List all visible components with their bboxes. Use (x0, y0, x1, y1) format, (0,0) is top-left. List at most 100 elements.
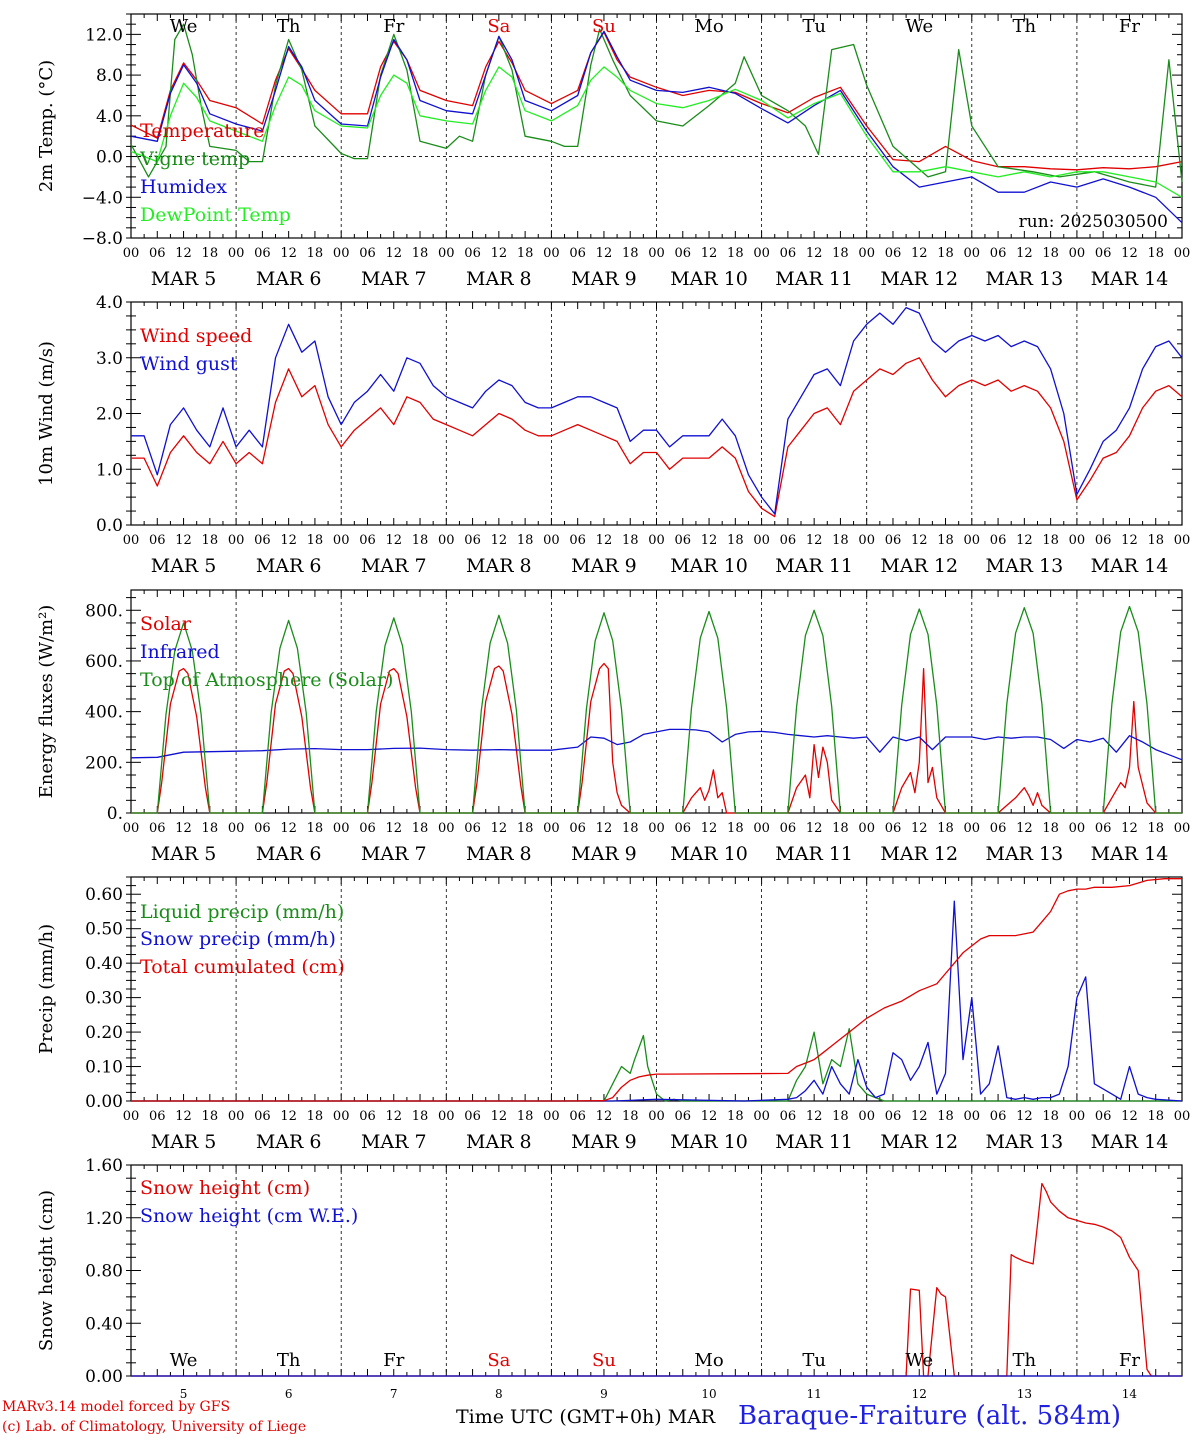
hour-tick-label: 18 (937, 821, 954, 836)
date-label: MAR 13 (985, 555, 1063, 577)
hour-tick-label: 00 (438, 246, 455, 261)
hour-tick-label: 12 (701, 1109, 718, 1124)
legend-entry: Snow height (cm W.E.) (140, 1205, 358, 1227)
hour-tick-label: 06 (780, 246, 797, 261)
day-number-label: 10 (701, 1387, 716, 1401)
date-label: MAR 12 (880, 268, 958, 290)
hour-tick-label: 18 (307, 533, 324, 548)
hour-tick-label: 00 (228, 821, 245, 836)
y-tick-label: 4.0 (96, 107, 123, 127)
hour-tick-label: 18 (937, 1109, 954, 1124)
hour-tick-label: 12 (911, 246, 928, 261)
hour-tick-label: 06 (885, 821, 902, 836)
hour-tick-label: 00 (858, 533, 875, 548)
hour-tick-label: 06 (885, 533, 902, 548)
y-axis-label: 10m Wind (m/s) (36, 341, 57, 486)
hour-tick-label: 12 (175, 533, 192, 548)
legend-entry: Liquid precip (mm/h) (140, 901, 344, 923)
hour-tick-label: 12 (806, 821, 823, 836)
hour-tick-label: 12 (806, 1109, 823, 1124)
hour-tick-label: 18 (622, 1109, 639, 1124)
hour-tick-label: 06 (569, 533, 586, 548)
hour-tick-label: 00 (543, 1109, 560, 1124)
hour-tick-label: 18 (622, 246, 639, 261)
panel-5: 1.60 1.20 0.80 0.40 0.00 Snow height (cm) Snow… (36, 1156, 1183, 1401)
y-tick-label: 4.0 (96, 293, 123, 313)
series-line-snow-height-cm- (131, 1182, 1182, 1377)
hour-tick-label: 12 (385, 821, 402, 836)
hour-tick-label: 06 (149, 1109, 166, 1124)
weekday-label: Th (277, 1350, 301, 1371)
hour-tick-label: 12 (701, 246, 718, 261)
hour-tick-label: 12 (596, 1109, 613, 1124)
y-tick-label: 0.30 (85, 989, 123, 1009)
legend-entry: Total cumulated (cm) (140, 956, 345, 978)
date-label: MAR 12 (880, 843, 958, 865)
plot-frame (130, 301, 1183, 526)
hour-tick-label: 06 (990, 821, 1007, 836)
hour-tick-label: 00 (333, 533, 350, 548)
hour-tick-label: 00 (1174, 1109, 1191, 1124)
day-number-label: 12 (912, 1387, 927, 1401)
date-label: MAR 10 (670, 555, 748, 577)
hour-tick-label: 18 (412, 533, 429, 548)
hour-tick-label: 00 (648, 821, 665, 836)
hour-tick-label: 00 (1069, 821, 1086, 836)
hour-tick-label: 06 (359, 1109, 376, 1124)
y-tick-label: 1.20 (85, 1209, 123, 1229)
hour-tick-label: 18 (517, 1109, 534, 1124)
y-tick-label: 1.0 (96, 460, 123, 480)
hour-tick-label: 00 (1174, 246, 1191, 261)
date-label: MAR 9 (571, 555, 637, 577)
hour-tick-label: 06 (149, 246, 166, 261)
date-label: MAR 5 (151, 843, 217, 865)
hour-tick-label: 18 (412, 246, 429, 261)
day-number-label: 7 (390, 1387, 398, 1401)
hour-tick-label: 12 (280, 246, 297, 261)
date-label: MAR 14 (1091, 555, 1169, 577)
day-number-label: 6 (285, 1387, 293, 1401)
hour-tick-label: 18 (412, 821, 429, 836)
legend-entry: DewPoint Temp (140, 204, 291, 226)
hour-tick-label: 18 (832, 246, 849, 261)
date-label: MAR 9 (571, 843, 637, 865)
hour-tick-label: 18 (307, 1109, 324, 1124)
hour-tick-label: 00 (123, 1109, 140, 1124)
hour-tick-label: 18 (937, 246, 954, 261)
series-line-vigne-temp (130, 23, 1183, 188)
y-tick-label: 600. (85, 652, 123, 672)
hour-tick-label: 06 (675, 1109, 692, 1124)
hour-tick-label: 06 (464, 246, 481, 261)
weekday-label: Mo (694, 16, 723, 37)
hour-tick-label: 18 (937, 533, 954, 548)
x-axis-month: MAR (667, 1406, 716, 1428)
hour-tick-label: 00 (333, 1109, 350, 1124)
hour-tick-label: 18 (517, 821, 534, 836)
date-label: MAR 5 (151, 1131, 217, 1153)
weekday-label: Th (1013, 1350, 1037, 1371)
weekday-label: Sa (487, 16, 510, 37)
hour-tick-label: 18 (307, 246, 324, 261)
series-line-top-of-atmosphere-solar- (131, 605, 1182, 814)
hour-tick-label: 12 (280, 1109, 297, 1124)
hour-tick-label: 12 (701, 533, 718, 548)
hour-tick-label: 00 (543, 533, 560, 548)
y-tick-label: 0.20 (85, 1023, 123, 1043)
hour-tick-label: 06 (359, 246, 376, 261)
date-label: MAR 6 (256, 843, 322, 865)
hour-tick-label: 00 (543, 246, 560, 261)
hour-tick-label: 12 (280, 533, 297, 548)
hour-tick-label: 00 (1069, 246, 1086, 261)
day-number-label: 9 (600, 1387, 608, 1401)
date-label: MAR 5 (151, 555, 217, 577)
date-label: MAR 6 (256, 555, 322, 577)
y-tick-label: 2.0 (96, 405, 123, 425)
hour-tick-label: 18 (1147, 1109, 1164, 1124)
hour-tick-label: 12 (596, 533, 613, 548)
weekday-label: Tu (802, 1350, 826, 1371)
hour-tick-label: 00 (753, 821, 770, 836)
legend-entry: Infrared (140, 641, 220, 663)
y-tick-label: 200. (85, 753, 123, 773)
weekday-label: Fr (383, 1350, 404, 1371)
hour-tick-label: 06 (1095, 533, 1112, 548)
